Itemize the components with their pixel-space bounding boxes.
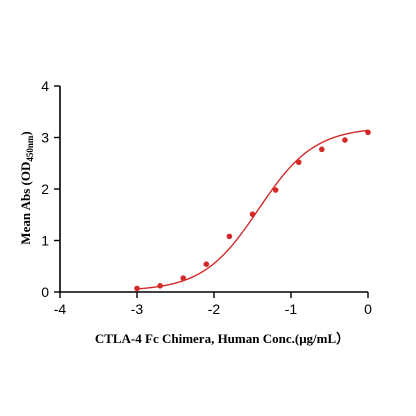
y-ticks: 0 1 2 3 4 [41,78,60,300]
fit-curve [136,129,369,290]
y-tick-label: 1 [41,233,49,249]
y-axis-title-main: Mean Abs (OD [18,162,33,245]
data-point [365,129,371,136]
x-tick-label: ‑3 [131,301,144,317]
x-tick-label: ‑4 [54,301,67,317]
y-axis-title: Mean Abs (OD450nm) [18,131,35,244]
x-tick-label: ‑1 [285,301,298,317]
x-tick-label: 0 [364,301,372,317]
axes [59,86,368,293]
data-point [342,137,348,143]
y-tick-label: 2 [41,181,49,197]
x-ticks: ‑4 ‑3 ‑2 ‑1 0 [54,292,372,317]
data-point [319,146,325,153]
data-point [249,211,256,218]
data-point [272,187,279,193]
data-point [226,233,233,240]
data-point [203,261,210,267]
data-point [295,159,302,166]
data-point [180,275,186,281]
x-axis-title: CTLA-4 Fc Chimera, Human Conc.(μg/mL） [95,331,349,346]
data-point [157,283,163,289]
y-tick-label: 3 [41,130,49,146]
data-points [134,129,371,292]
data-point [134,285,140,292]
y-tick-label: 0 [41,284,49,300]
y-axis-title-end: ) [18,131,33,135]
x-tick-label: ‑2 [208,301,221,317]
y-tick-label: 4 [41,78,49,94]
y-axis-title-subscript: 450nm [25,135,35,162]
